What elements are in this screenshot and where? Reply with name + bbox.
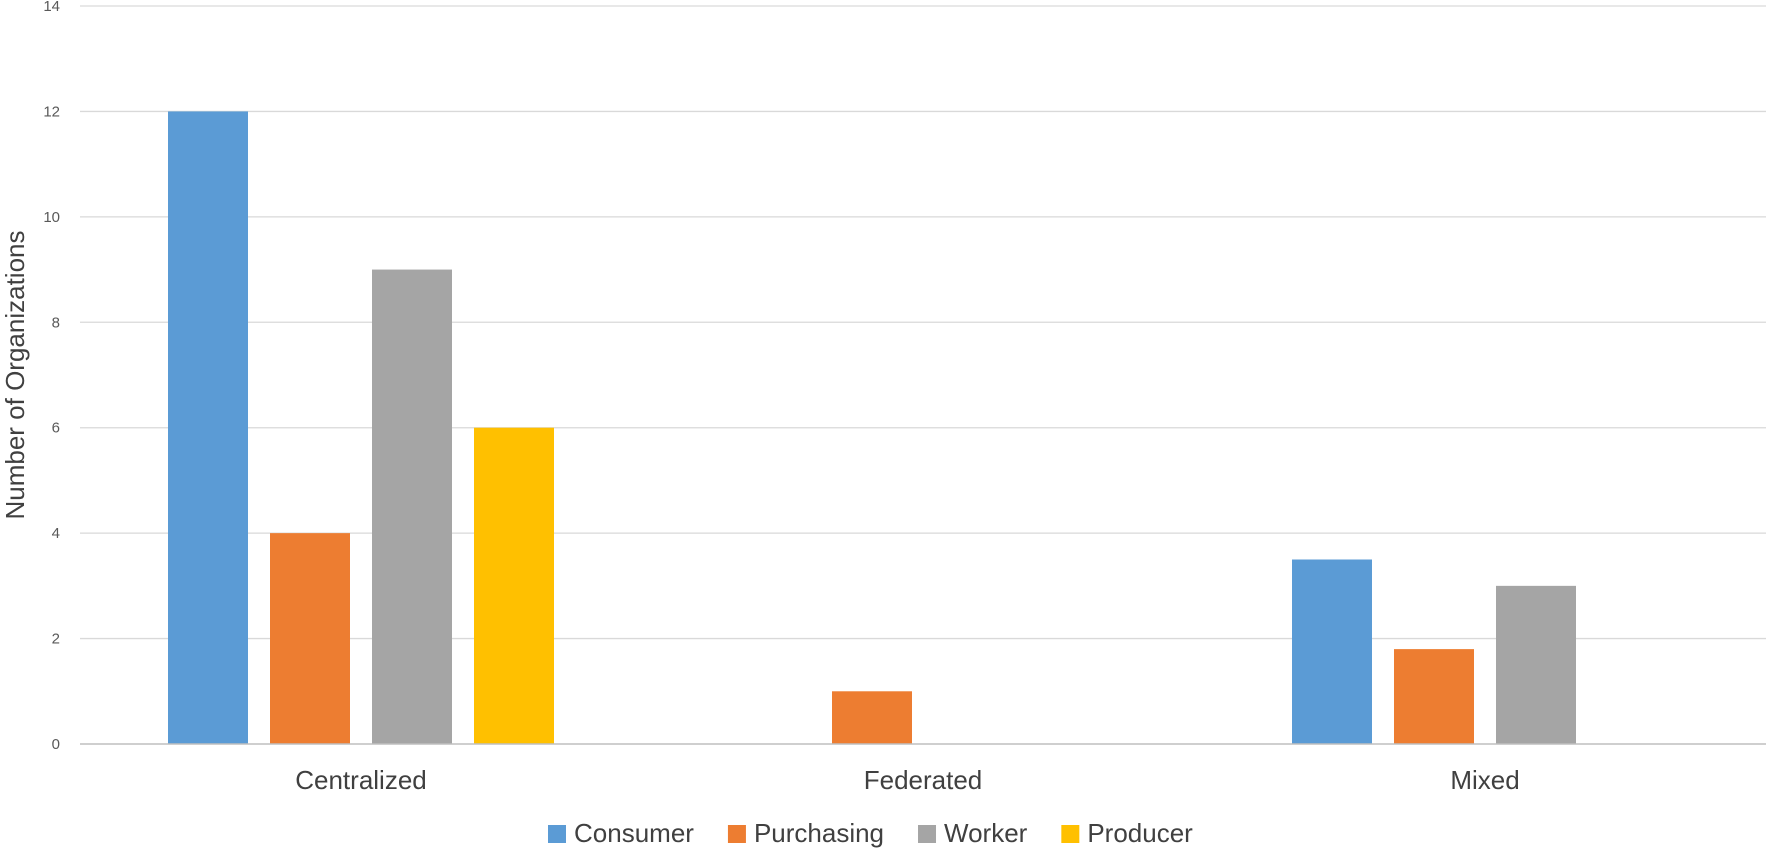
y-tick-label: 10 [43, 209, 60, 226]
y-axis-ticks: 0 2 4 6 8 10 12 14 [43, 0, 60, 753]
legend-swatch-producer [1061, 825, 1080, 843]
bar-federated-purchasing [832, 691, 912, 744]
legend-label-consumer: Consumer [574, 818, 694, 848]
y-tick-label: 14 [43, 0, 60, 15]
bar-mixed-consumer [1292, 559, 1372, 744]
y-tick-label: 6 [52, 420, 60, 437]
legend-swatch-consumer [548, 825, 566, 843]
y-tick-label: 12 [43, 103, 60, 120]
bar-centralized-purchasing [270, 533, 350, 744]
bar-centralized-producer [474, 427, 554, 744]
bars [168, 111, 1576, 744]
legend: Consumer Purchasing Worker Producer [548, 818, 1193, 848]
y-tick-label: 4 [52, 525, 60, 542]
bar-mixed-worker [1496, 585, 1576, 744]
category-label-centralized: Centralized [295, 765, 427, 795]
y-axis-title: Number of Organizations [0, 230, 30, 519]
bar-centralized-consumer [168, 111, 248, 744]
bar-mixed-purchasing [1394, 649, 1474, 744]
category-label-mixed: Mixed [1450, 765, 1519, 795]
legend-swatch-purchasing [727, 825, 746, 843]
gridlines [80, 5, 1766, 640]
y-tick-label: 2 [52, 631, 60, 648]
category-label-federated: Federated [864, 765, 983, 795]
y-tick-label: 0 [52, 736, 60, 753]
legend-label-producer: Producer [1087, 818, 1193, 848]
legend-label-purchasing: Purchasing [754, 818, 884, 848]
y-tick-label: 8 [52, 314, 60, 331]
legend-label-worker: Worker [944, 818, 1028, 848]
legend-swatch-worker [918, 825, 937, 843]
x-axis-categories: Centralized Federated Mixed [295, 765, 1519, 795]
bar-centralized-worker [372, 269, 452, 744]
